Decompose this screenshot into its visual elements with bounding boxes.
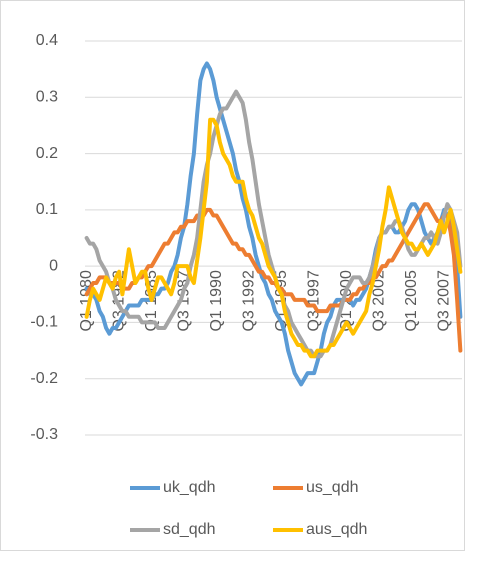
y-tick-label: -0.1 <box>30 314 58 331</box>
x-tick-label: Q1 2005 <box>403 270 420 331</box>
y-tick-label: 0.3 <box>36 89 58 106</box>
y-tick-label: 0.4 <box>36 32 58 49</box>
x-tick-label: Q3 2002 <box>370 270 387 331</box>
y-tick-label: -0.2 <box>30 370 58 387</box>
chart-border <box>0 0 465 551</box>
series-line <box>84 117 463 359</box>
legend-label: us_qdh <box>306 479 359 496</box>
y-tick-label: 0.1 <box>36 201 58 218</box>
y-tick-label: -0.3 <box>30 426 58 443</box>
y-tick-label: 0 <box>49 257 58 274</box>
legend-label: aus_qdh <box>306 521 367 538</box>
x-tick-label: Q3 1997 <box>305 270 322 331</box>
x-tick-label: Q1 1980 <box>78 270 95 331</box>
series-line <box>84 202 463 353</box>
series-line <box>84 61 463 387</box>
x-tick-label: Q3 1992 <box>240 270 257 331</box>
x-tick-label: Q3 2007 <box>435 270 452 331</box>
x-tick-label: Q1 1990 <box>208 270 225 331</box>
legend-label: sd_qdh <box>163 521 216 538</box>
y-tick-label: 0.2 <box>36 145 58 162</box>
legend-label: uk_qdh <box>163 479 216 496</box>
